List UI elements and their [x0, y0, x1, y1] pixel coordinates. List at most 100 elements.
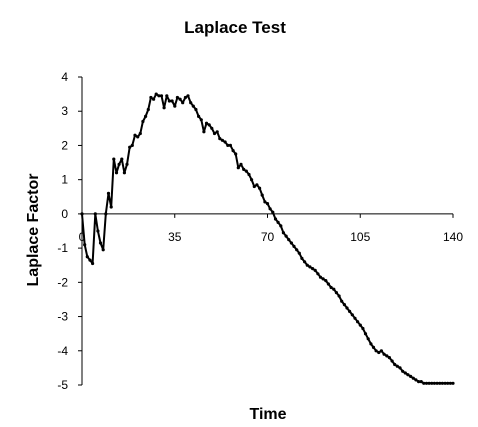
data-point — [329, 285, 333, 290]
data-point — [91, 261, 95, 266]
data-point — [268, 207, 272, 211]
data-point — [432, 381, 436, 385]
data-point — [109, 205, 113, 209]
data-point — [348, 309, 352, 313]
data-point — [334, 291, 338, 295]
data-point — [350, 313, 354, 317]
x-tick-label: 0 — [79, 230, 86, 244]
data-point — [273, 217, 278, 221]
data-point — [446, 381, 450, 385]
data-point — [120, 157, 124, 161]
data-point — [186, 94, 190, 98]
data-point — [263, 200, 267, 204]
data-point — [448, 381, 452, 385]
data-point — [183, 95, 187, 100]
data-point — [422, 381, 426, 385]
data-point — [242, 167, 246, 171]
data-point — [141, 119, 145, 124]
data-point — [297, 251, 301, 255]
data-point — [395, 364, 399, 368]
y-tick-label: 4 — [61, 70, 68, 84]
data-point — [281, 231, 285, 235]
data-point — [215, 130, 219, 134]
data-point — [419, 380, 423, 384]
data-point — [138, 131, 142, 136]
x-axis-title: Time — [249, 406, 286, 423]
data-point — [101, 248, 105, 252]
data-point — [173, 104, 177, 108]
data-point — [324, 279, 328, 283]
x-tick-label: 70 — [261, 230, 275, 244]
data-point — [345, 306, 349, 310]
y-tick-label: -4 — [57, 344, 68, 358]
data-point — [157, 94, 161, 98]
x-tick-label: 35 — [168, 230, 182, 244]
data-point — [387, 356, 391, 360]
data-point — [361, 326, 365, 331]
y-tick-label: -2 — [57, 275, 68, 289]
data-point — [85, 255, 89, 259]
data-point — [212, 131, 217, 136]
data-point — [406, 373, 410, 377]
data-point — [104, 212, 108, 216]
data-point — [244, 169, 248, 173]
data-point — [152, 97, 156, 101]
data-point — [159, 94, 164, 98]
data-point — [197, 114, 201, 118]
data-point — [427, 381, 431, 385]
data-point — [210, 126, 214, 130]
data-point — [250, 178, 254, 182]
data-point — [430, 381, 434, 385]
data-point — [390, 359, 394, 363]
data-point — [191, 104, 195, 108]
data-point — [318, 275, 323, 279]
data-point — [443, 381, 447, 385]
data-point — [130, 143, 134, 147]
data-point — [303, 260, 307, 264]
y-tick-label: -3 — [57, 310, 68, 324]
data-point — [234, 152, 238, 156]
data-point — [311, 267, 315, 271]
data-point — [252, 184, 256, 189]
data-point — [369, 342, 373, 346]
x-tick-label: 105 — [350, 230, 370, 244]
data-point — [287, 238, 291, 242]
data-point — [239, 162, 243, 166]
data-point — [88, 258, 92, 262]
data-point — [374, 349, 378, 353]
data-point — [106, 191, 111, 195]
data-point — [398, 366, 402, 370]
data-point — [321, 277, 325, 281]
data-point — [414, 378, 418, 382]
plot-area: 4 3 2 1 0 -1 -2 -3 -4 -5 0 35 70 105 140 — [57, 70, 463, 392]
data-point — [451, 381, 455, 385]
data-point — [382, 352, 386, 356]
data-point — [424, 381, 429, 385]
data-point — [313, 268, 317, 272]
data-point — [438, 381, 442, 385]
data-point — [385, 354, 389, 358]
data-point — [204, 121, 209, 125]
data-point — [207, 123, 211, 127]
data-point — [149, 95, 153, 100]
data-point — [220, 138, 224, 142]
data-point — [125, 162, 129, 166]
y-tick-label: -1 — [57, 241, 68, 255]
data-point — [231, 149, 235, 153]
data-point — [393, 362, 397, 367]
data-point — [403, 371, 407, 375]
data-point — [223, 140, 227, 144]
data-point — [247, 172, 251, 177]
data-point — [435, 381, 439, 385]
data-point — [356, 320, 360, 324]
data-point — [411, 376, 415, 380]
data-point — [258, 186, 262, 190]
data-point — [279, 224, 283, 228]
data-point — [377, 350, 381, 355]
data-point — [366, 337, 370, 341]
data-point — [226, 143, 230, 147]
y-axis-title: Laplace Factor — [25, 174, 42, 287]
data-point — [332, 287, 336, 291]
data-point — [236, 166, 240, 170]
